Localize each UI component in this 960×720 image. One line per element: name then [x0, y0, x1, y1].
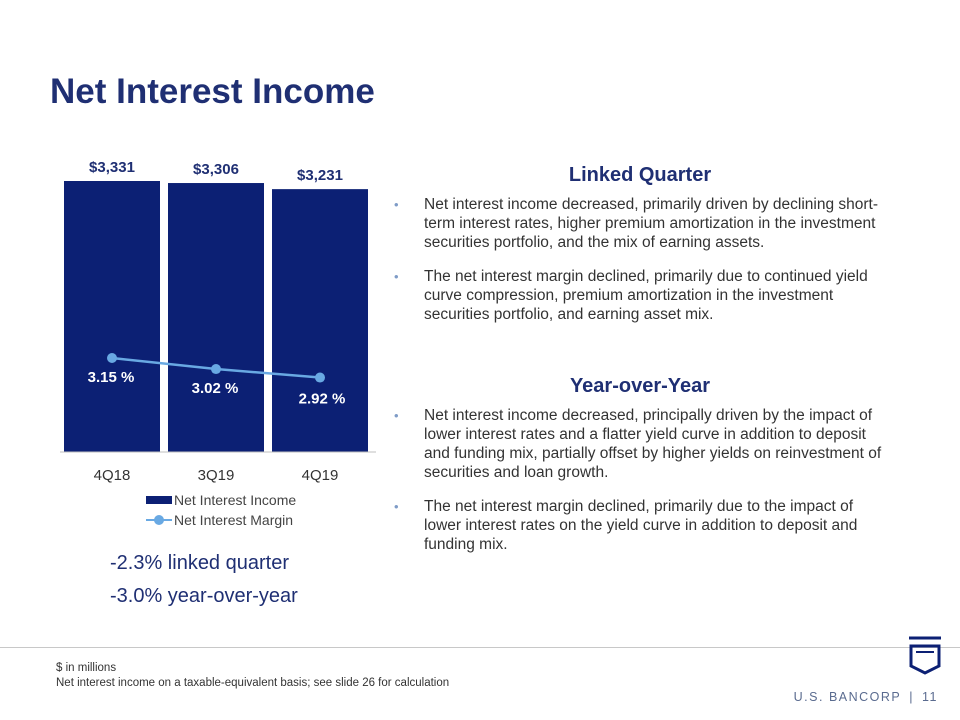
bullet-item: • The net interest margin declined, prima… — [394, 267, 894, 324]
brand-footer: U.S. BANCORP | 11 — [794, 690, 938, 704]
bullet-icon: • — [394, 197, 399, 212]
net-interest-income-chart: $3,331 4Q18 $3,306 3Q19 $3,231 4Q19 3.15 % 3.02… — [60, 159, 376, 484]
legend-item-net-interest-margin: Net Interest Margin — [146, 510, 296, 530]
page-title: Net Interest Income — [50, 72, 375, 111]
bullet-text: The net interest margin declined, primar… — [424, 268, 868, 323]
page-number: 11 — [922, 690, 938, 704]
year-over-year-change: -3.0% year-over-year — [110, 585, 298, 607]
linked-quarter-bullets: • Net interest income decreased, primaril… — [394, 195, 894, 339]
bar-value-label: $3,331 — [89, 159, 135, 176]
bar-value-label: $3,231 — [297, 167, 343, 184]
margin-value-label: 3.02 % — [192, 380, 239, 397]
linked-quarter-heading: Linked Quarter — [568, 164, 712, 186]
legend-swatch-bar — [146, 496, 172, 504]
bullet-text: The net interest margin declined, primar… — [424, 498, 858, 553]
x-tick-label: 4Q18 — [94, 467, 131, 484]
margin-value-label: 3.15 % — [88, 369, 135, 386]
bullet-icon: • — [394, 269, 399, 284]
bar-3Q19 — [168, 183, 264, 452]
bullet-text: Net interest income decreased, primarily… — [424, 196, 879, 251]
bullet-icon: • — [394, 499, 399, 514]
margin-point-3Q19 — [211, 364, 221, 375]
footnote-basis: Net interest income on a taxable-equival… — [56, 677, 450, 689]
margin-point-4Q19 — [315, 372, 325, 383]
bullet-item: • The net interest margin declined, prima… — [394, 497, 894, 554]
footer-divider — [0, 647, 960, 648]
legend-swatch-line — [146, 515, 172, 525]
bar-4Q19 — [272, 189, 368, 453]
legend-label-net-interest-margin: Net Interest Margin — [174, 512, 294, 528]
bullet-item: • Net interest income decreased, primaril… — [394, 195, 894, 252]
bullet-text: Net interest income decreased, principal… — [424, 407, 882, 481]
legend-item-net-interest-income: Net Interest Income — [146, 490, 296, 510]
x-tick-label: 4Q19 — [302, 467, 339, 484]
usbank-shield-logo — [909, 636, 941, 675]
bullet-item: • Net interest income decreased, principa… — [394, 406, 894, 482]
bar-4Q18 — [64, 181, 160, 452]
brand-name: U.S. BANCORP — [793, 690, 902, 704]
bullet-icon: • — [394, 408, 399, 423]
brand-separator: | — [909, 690, 915, 704]
linked-quarter-change: -2.3% linked quarter — [110, 552, 289, 574]
margin-point-4Q18 — [107, 353, 117, 363]
x-tick-label: 3Q19 — [198, 467, 235, 484]
year-over-year-heading: Year-over-Year — [569, 375, 711, 397]
legend-label-net-interest-income: Net Interest Income — [174, 492, 297, 508]
year-over-year-bullets: • Net interest income decreased, principa… — [394, 406, 894, 569]
footnote-units: $ in millions — [56, 662, 117, 674]
bar-value-label: $3,306 — [193, 161, 239, 178]
chart-legend: Net Interest Income Net Interest Margin — [146, 490, 296, 530]
margin-value-label: 2.92 % — [299, 391, 346, 408]
